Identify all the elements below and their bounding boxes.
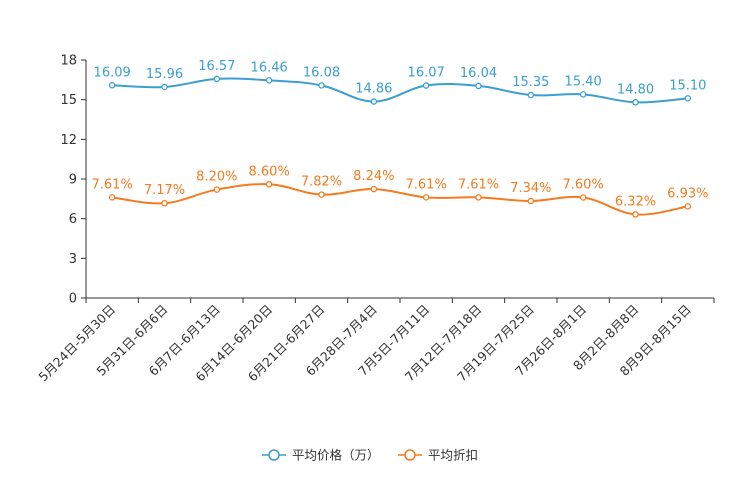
data-label: 7.61% xyxy=(406,177,447,192)
data-point[interactable] xyxy=(684,95,692,102)
data-point[interactable] xyxy=(579,91,587,98)
data-label: 8.20% xyxy=(196,170,237,185)
data-label: 14.86 xyxy=(355,82,392,97)
data-point[interactable] xyxy=(422,194,430,201)
data-point[interactable] xyxy=(161,199,168,207)
data-point[interactable] xyxy=(632,211,639,218)
data-label: 7.60% xyxy=(563,178,604,193)
data-label: 6.93% xyxy=(667,186,708,201)
legend-marker-icon xyxy=(268,449,280,461)
legend[interactable]: 平均价格（万） 平均折扣 xyxy=(262,448,478,463)
data-label: 8.24% xyxy=(353,169,394,184)
data-label: 7.17% xyxy=(144,183,185,198)
y-tick-label: 9 xyxy=(69,173,77,188)
data-label: 15.10 xyxy=(669,78,706,93)
data-point[interactable] xyxy=(318,191,325,198)
series-2: 7.61% 7.17% 8.20% 8.60% 7.82% 8.24% 7.61% 7.61%… xyxy=(92,164,708,218)
y-tick-label: 0 xyxy=(69,292,77,307)
data-point[interactable] xyxy=(475,82,482,90)
data-label: 14.80 xyxy=(617,82,654,97)
data-point[interactable] xyxy=(265,77,273,84)
data-point[interactable] xyxy=(161,83,168,91)
data-label: 16.57 xyxy=(198,59,235,74)
y-tick-label: 3 xyxy=(69,252,77,267)
y-tick-label: 15 xyxy=(60,93,77,108)
data-point[interactable] xyxy=(422,82,430,89)
data-point[interactable] xyxy=(265,181,273,188)
data-point[interactable] xyxy=(213,186,221,193)
data-label: 15.35 xyxy=(512,75,549,90)
data-point[interactable] xyxy=(527,197,535,205)
data-point[interactable] xyxy=(475,194,482,201)
data-point[interactable] xyxy=(318,82,325,89)
data-point[interactable] xyxy=(579,194,587,201)
data-point[interactable] xyxy=(632,99,639,106)
data-label: 7.82% xyxy=(301,175,342,190)
data-point[interactable] xyxy=(108,194,116,201)
data-point[interactable] xyxy=(527,91,535,99)
legend-marker-icon xyxy=(404,449,416,461)
y-tick-label: 18 xyxy=(60,54,77,69)
series-line xyxy=(112,183,688,216)
data-point[interactable] xyxy=(213,75,221,83)
series-layer: 16.09 15.96 16.57 16.46 16.08 14.86 16.07 16.04… xyxy=(92,59,708,218)
data-point[interactable] xyxy=(684,203,692,210)
data-label: 16.46 xyxy=(251,60,288,75)
data-label: 6.32% xyxy=(615,194,656,209)
y-tick-label: 12 xyxy=(60,133,77,148)
data-label: 8.60% xyxy=(249,164,290,179)
data-point[interactable] xyxy=(108,82,116,89)
legend-label: 平均价格（万） xyxy=(292,448,380,463)
legend-item-2[interactable]: 平均折扣 xyxy=(398,448,478,463)
legend-item-1[interactable]: 平均价格（万） xyxy=(262,448,380,463)
data-label: 16.09 xyxy=(94,65,131,80)
data-label: 7.34% xyxy=(510,181,551,196)
data-label: 16.07 xyxy=(408,66,445,81)
data-label: 16.08 xyxy=(303,65,340,80)
data-label: 7.61% xyxy=(458,177,499,192)
data-point[interactable] xyxy=(370,185,378,193)
data-label: 15.96 xyxy=(146,67,183,82)
y-tick-label: 6 xyxy=(69,212,77,227)
data-label: 15.40 xyxy=(565,74,602,89)
data-point[interactable] xyxy=(370,98,378,105)
series-line xyxy=(112,77,688,104)
data-label: 16.04 xyxy=(460,66,497,81)
legend-label: 平均折扣 xyxy=(428,448,478,463)
series-1: 16.09 15.96 16.57 16.46 16.08 14.86 16.07 16.04… xyxy=(94,59,706,106)
data-label: 7.61% xyxy=(92,177,133,192)
